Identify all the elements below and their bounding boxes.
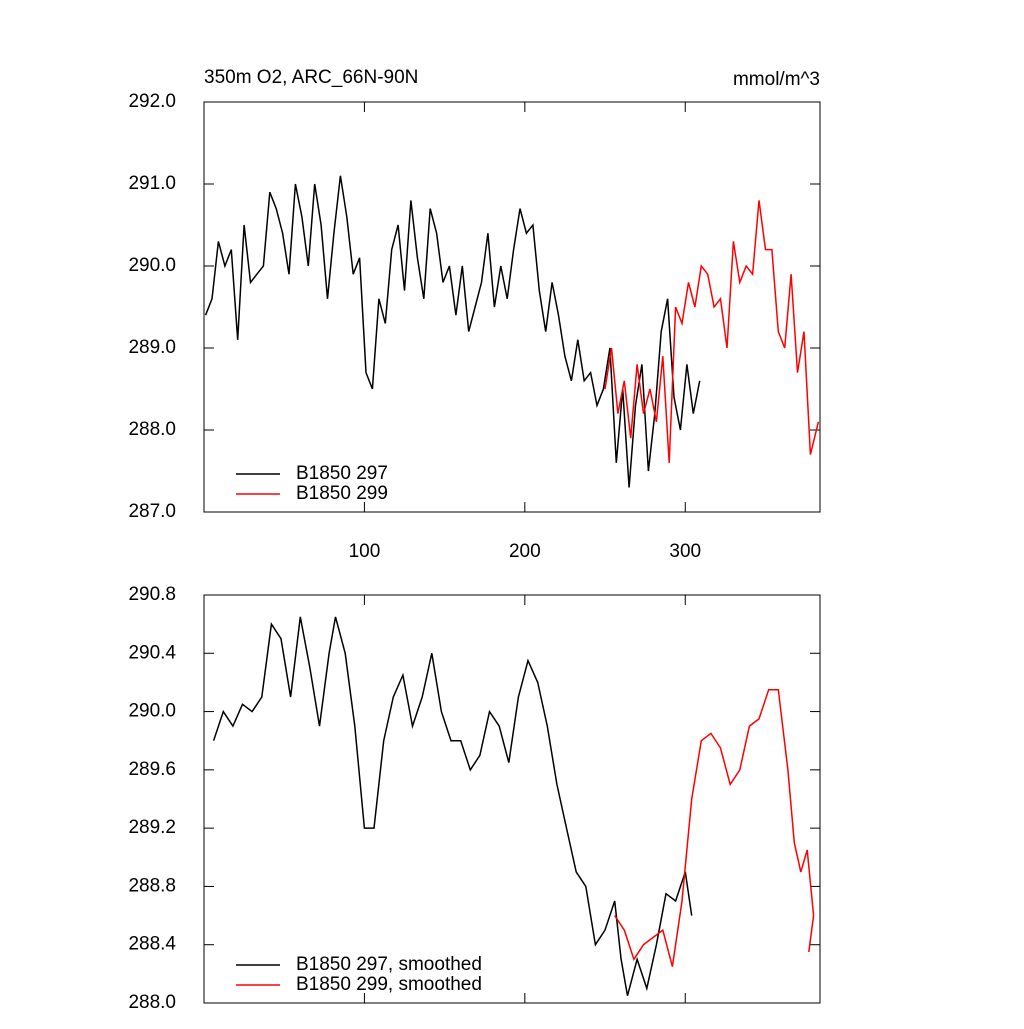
y-tick-label: 292.0 (128, 91, 176, 112)
legend-label: B1850 297, smoothed (296, 954, 482, 975)
y-tick-label: 289.0 (128, 337, 176, 358)
y-tick-label: 291.0 (128, 173, 176, 194)
plot-frame (203, 101, 821, 513)
x-tick-label: 300 (669, 541, 701, 562)
y-tick-label: 290.0 (128, 701, 176, 722)
y-tick-label: 288.0 (128, 419, 176, 440)
legend-label: B1850 299 (296, 483, 388, 504)
y-tick-label: 290.8 (128, 584, 176, 605)
legend-label: B1850 297 (296, 463, 388, 484)
y-tick-label: 290.0 (128, 255, 176, 276)
y-tick-label: 289.6 (128, 759, 176, 780)
y-tick-label: 287.0 (128, 501, 176, 522)
units-label: mmol/m^3 (733, 69, 820, 90)
plot-frame (203, 594, 821, 1004)
y-tick-label: 288.8 (128, 875, 176, 896)
data-line (604, 200, 820, 463)
data-line (204, 175, 701, 488)
data-line (212, 616, 693, 996)
y-tick-label: 288.0 (128, 992, 176, 1013)
legend-label: B1850 299, smoothed (296, 974, 482, 995)
y-tick-label: 289.2 (128, 817, 176, 838)
chart-title: 350m O2, ARC_66N-90N (204, 67, 418, 88)
data-line (614, 688, 815, 967)
y-tick-label: 288.4 (128, 934, 176, 955)
y-tick-label: 290.4 (128, 642, 176, 663)
x-tick-label: 100 (349, 541, 381, 562)
x-tick-label: 200 (509, 541, 541, 562)
